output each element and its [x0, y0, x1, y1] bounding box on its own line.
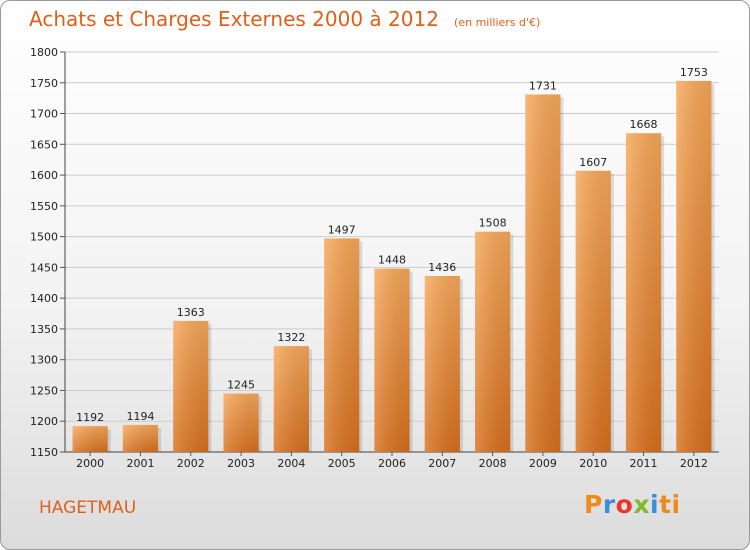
title-text: Achats et Charges Externes 2000 à 2012 — [29, 7, 439, 31]
proxiti-logo[interactable]: Proxiti — [584, 490, 681, 519]
x-tick-label: 2008 — [479, 457, 507, 470]
y-tick-label: 1400 — [30, 292, 58, 305]
y-tick-label: 1350 — [30, 323, 58, 336]
bar-layer — [72, 80, 715, 452]
x-tick-label: 2001 — [126, 457, 154, 470]
x-tick-label: 2009 — [529, 457, 557, 470]
x-tick-label: 2003 — [227, 457, 255, 470]
bar-shade — [72, 426, 108, 452]
bar-shade — [273, 346, 309, 452]
bar-shade — [374, 268, 410, 452]
x-tick-label: 2010 — [579, 457, 607, 470]
data-label: 1436 — [428, 261, 456, 274]
y-tick-label: 1700 — [30, 108, 58, 121]
x-tick-label: 2000 — [76, 457, 104, 470]
logo-letter: o — [615, 490, 634, 519]
x-tick-label: 2006 — [378, 457, 406, 470]
y-tick-label: 1200 — [30, 415, 58, 428]
data-label: 1731 — [529, 79, 557, 92]
y-tick-label: 1750 — [30, 77, 58, 90]
x-tick-label: 2007 — [428, 457, 456, 470]
bar-shade — [122, 424, 159, 452]
y-tick-label: 1300 — [30, 354, 58, 367]
chart-title: Achats et Charges Externes 2000 à 2012 (… — [29, 7, 540, 31]
x-tick-label: 2004 — [277, 457, 305, 470]
logo-letter: r — [602, 490, 616, 519]
data-label: 1363 — [177, 306, 205, 319]
data-label: 1245 — [227, 379, 255, 392]
data-label: 1322 — [277, 331, 305, 344]
bar-shade — [625, 133, 662, 452]
y-tick-label: 1800 — [30, 46, 58, 59]
commune-name: HAGETMAU — [39, 498, 137, 518]
data-label: 1194 — [126, 410, 154, 423]
bar-shade — [223, 393, 259, 452]
y-tick-label: 1600 — [30, 169, 58, 182]
logo-letter: t — [659, 490, 672, 519]
data-label: 1508 — [479, 217, 507, 230]
bar-shade — [324, 238, 360, 452]
y-tick-label: 1150 — [30, 446, 58, 459]
y-tick-label: 1500 — [30, 231, 58, 244]
data-label: 1497 — [328, 223, 356, 236]
logo-letter: x — [633, 490, 650, 519]
y-tick-label: 1650 — [30, 138, 58, 151]
label-layer: 1192 1194 1363 1245 1322 1497 1448 1436 1508 1731… — [76, 66, 708, 424]
logo-letter: i — [671, 490, 681, 519]
bar-shade — [525, 94, 561, 452]
bar-shade — [575, 170, 611, 452]
x-tick-label: 2005 — [328, 457, 356, 470]
bar-shade — [173, 320, 209, 452]
x-tick-label: 2002 — [177, 457, 205, 470]
data-label: 1448 — [378, 254, 406, 267]
data-label: 1607 — [579, 156, 607, 169]
bar-shade — [424, 276, 460, 452]
bar-shade — [676, 80, 712, 452]
x-tick-label: 2011 — [630, 457, 658, 470]
data-label: 1192 — [76, 411, 104, 424]
axis-layer: 1150 1200 1250 1300 1350 1400 1450 1500 1550 1600… — [30, 46, 719, 470]
y-tick-label: 1250 — [30, 384, 58, 397]
bar-shade — [475, 231, 511, 452]
logo-letter: P — [584, 490, 603, 519]
y-tick-label: 1550 — [30, 200, 58, 213]
logo-letter: i — [650, 490, 660, 519]
data-label: 1753 — [680, 66, 708, 79]
x-tick-label: 2012 — [680, 457, 708, 470]
data-label: 1668 — [630, 118, 658, 131]
unit-text: (en milliers d'€) — [454, 16, 541, 29]
y-tick-label: 1450 — [30, 261, 58, 274]
